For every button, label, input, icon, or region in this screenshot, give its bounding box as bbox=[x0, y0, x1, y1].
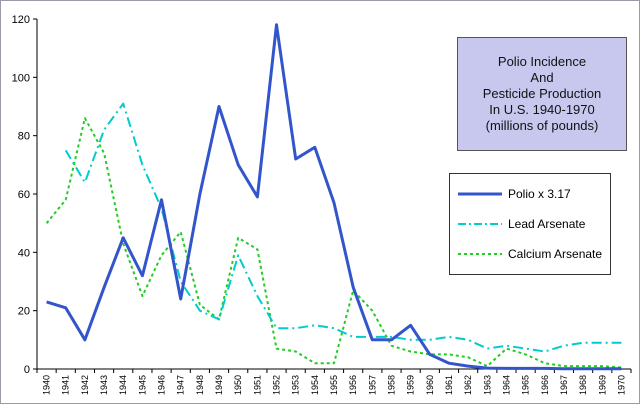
x-tick-label: 1964 bbox=[501, 375, 511, 395]
x-tick-label: 1958 bbox=[386, 375, 396, 395]
x-tick-label: 1957 bbox=[367, 375, 377, 395]
x-tick-label: 1969 bbox=[597, 375, 607, 395]
x-tick-label: 1942 bbox=[80, 375, 90, 395]
y-tick-label: 0 bbox=[24, 364, 30, 376]
x-tick-label: 1940 bbox=[42, 375, 52, 395]
y-tick-label: 20 bbox=[18, 306, 30, 318]
chart-title-line: Polio Incidence bbox=[497, 54, 587, 69]
x-tick-label: 1968 bbox=[578, 375, 588, 395]
series-line-lead-arsenate bbox=[64, 102, 622, 353]
x-tick-label: 1949 bbox=[214, 375, 224, 395]
x-tick-label: 1960 bbox=[425, 375, 435, 395]
x-tick-label: 1963 bbox=[482, 375, 492, 395]
x-tick-label: 1954 bbox=[310, 375, 320, 395]
x-tick-label: 1955 bbox=[329, 375, 339, 395]
y-tick-label: 120 bbox=[12, 14, 30, 26]
legend-item-lead-arsenate: Lead Arsenate bbox=[458, 216, 585, 232]
x-tick-label: 1962 bbox=[463, 375, 473, 395]
series-line-polio-x-3-17 bbox=[46, 23, 622, 371]
x-tick-label: 1970 bbox=[616, 375, 626, 395]
x-tick-label: 1953 bbox=[291, 375, 301, 395]
legend-swatch-lead-arsenate bbox=[458, 223, 502, 225]
x-tick-label: 1965 bbox=[521, 375, 531, 395]
chart-title-line: And bbox=[530, 70, 554, 85]
chart-title-line: (millions of pounds) bbox=[485, 118, 599, 133]
x-tick-label: 1951 bbox=[252, 375, 262, 395]
x-tick-label: 1966 bbox=[540, 375, 550, 395]
chart-title-line: Pesticide Production bbox=[482, 86, 602, 101]
x-tick-label: 1952 bbox=[272, 375, 282, 395]
legend: Polio x 3.17 Lead Arsenate Calcium Arsen… bbox=[449, 173, 611, 275]
y-tick-label: 60 bbox=[18, 189, 30, 201]
chart-title-box: Polio Incidence And Pesticide Production In… bbox=[457, 37, 627, 151]
legend-item-calcium-arsenate: Calcium Arsenate bbox=[458, 246, 602, 262]
legend-label-lead-arsenate: Lead Arsenate bbox=[508, 217, 586, 231]
x-tick-label: 1961 bbox=[444, 375, 454, 395]
y-tick-label: 80 bbox=[18, 131, 30, 143]
series-line-calcium-arsenate bbox=[45, 117, 622, 369]
x-tick-label: 1947 bbox=[176, 375, 186, 395]
legend-label-polio: Polio x 3.17 bbox=[508, 187, 571, 201]
x-tick-label: 1948 bbox=[195, 375, 205, 395]
x-tick-label: 1944 bbox=[118, 375, 128, 395]
x-tick-label: 1967 bbox=[559, 375, 569, 395]
legend-label-calcium-arsenate: Calcium Arsenate bbox=[508, 247, 603, 261]
legend-swatch-calcium-arsenate bbox=[458, 253, 502, 255]
x-tick-label: 1946 bbox=[157, 375, 167, 395]
legend-item-polio: Polio x 3.17 bbox=[458, 186, 571, 202]
y-tick-label: 40 bbox=[18, 247, 30, 259]
x-tick-label: 1950 bbox=[233, 375, 243, 395]
legend-swatch-polio bbox=[458, 192, 502, 196]
y-tick-label: 100 bbox=[12, 72, 30, 84]
x-tick-label: 1945 bbox=[137, 375, 147, 395]
chart-title-line: In U.S. 1940-1970 bbox=[489, 102, 595, 117]
x-tick-label: 1943 bbox=[99, 375, 109, 395]
x-tick-label: 1956 bbox=[348, 375, 358, 395]
x-tick-label: 1941 bbox=[61, 375, 71, 395]
x-tick-label: 1959 bbox=[406, 375, 416, 395]
